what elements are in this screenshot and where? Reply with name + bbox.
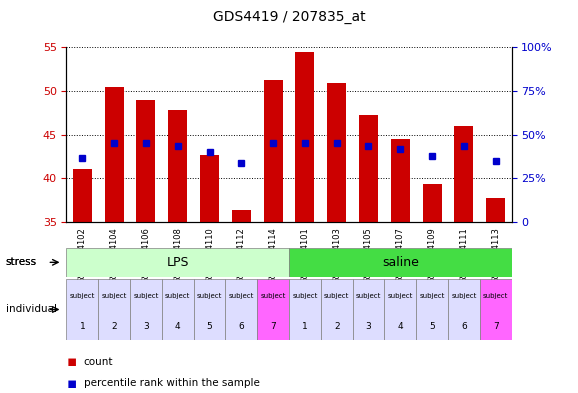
Text: subject: subject [70,293,95,299]
Text: 5: 5 [429,322,435,331]
Bar [384,279,416,340]
Bar [130,279,162,340]
Bar [359,116,378,222]
Text: subject: subject [197,293,222,299]
Text: 6: 6 [239,322,244,331]
Bar [73,169,92,222]
Text: subject: subject [229,293,254,299]
Text: percentile rank within the sample: percentile rank within the sample [84,378,260,388]
Bar [66,279,98,340]
Bar [98,279,130,340]
Text: 2: 2 [334,322,339,331]
Text: 4: 4 [175,322,180,331]
Bar [480,279,512,340]
Bar [295,51,314,222]
Bar [257,279,289,340]
Text: subject: subject [324,293,349,299]
Text: subject: subject [134,293,158,299]
Text: 6: 6 [461,322,466,331]
Bar [66,248,289,277]
Bar [327,83,346,222]
Bar [454,126,473,222]
Bar [289,279,321,340]
Bar [289,248,512,277]
Text: GDS4419 / 207835_at: GDS4419 / 207835_at [213,10,365,24]
Text: count: count [84,356,113,367]
Bar [353,279,384,340]
Text: subject: subject [483,293,508,299]
Text: 2: 2 [112,322,117,331]
Bar [136,99,155,222]
Text: saline: saline [382,256,418,269]
Bar [321,279,353,340]
Text: subject: subject [451,293,476,299]
Bar [162,279,194,340]
Text: 5: 5 [207,322,212,331]
Text: 3: 3 [143,322,149,331]
Text: ▪: ▪ [66,354,77,369]
Text: subject: subject [261,293,286,299]
Text: subject: subject [292,293,317,299]
Bar [105,87,124,222]
Bar [264,81,283,222]
Text: 1: 1 [80,322,85,331]
Bar [416,279,448,340]
Text: ▪: ▪ [66,376,77,391]
Text: stress: stress [6,257,37,267]
Text: subject: subject [165,293,190,299]
Bar [448,279,480,340]
Bar [194,279,225,340]
Text: subject: subject [102,293,127,299]
Text: subject: subject [388,293,413,299]
Bar [200,155,219,222]
Bar [486,198,505,222]
Bar [232,210,251,222]
Text: individual: individual [6,305,57,314]
Text: stress: stress [6,257,37,267]
Text: 7: 7 [271,322,276,331]
Text: LPS: LPS [166,256,189,269]
Bar [168,110,187,222]
Text: 1: 1 [302,322,307,331]
Bar [225,279,257,340]
Bar [423,184,442,222]
Text: subject: subject [356,293,381,299]
Text: 7: 7 [493,322,498,331]
Text: 3: 3 [366,322,371,331]
Text: subject: subject [420,293,444,299]
Bar [391,139,410,222]
Text: 4: 4 [398,322,403,331]
